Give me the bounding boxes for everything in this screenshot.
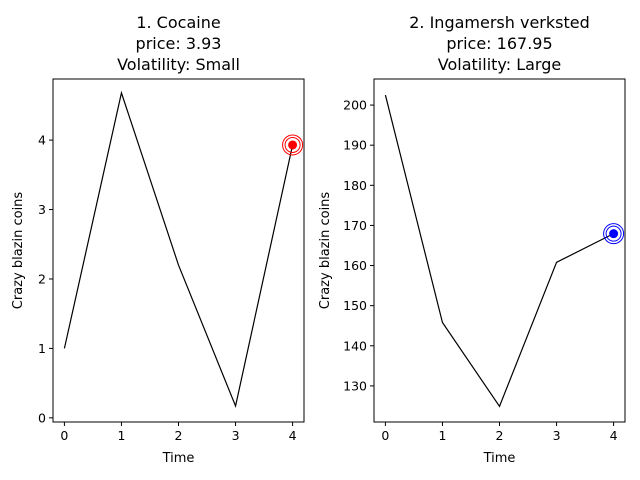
x-tick-label: 1 [438,428,446,443]
y-axis-label: Crazy blazin coins [318,192,333,310]
chart-title-line: price: 167.95 [446,34,552,53]
current-price-marker-dot [288,140,298,150]
subplot-2: 2. Ingamersh verksted price: 167.95 Volati… [318,13,626,466]
axes-frame [373,78,626,423]
y-tick-label: 1 [38,341,46,356]
y-tick-label: 130 [343,378,367,393]
y-tick-label: 150 [343,298,367,313]
y-tick-label: 190 [343,138,367,153]
current-price-marker-ring-outer [282,134,304,156]
y-tick-label: 3 [38,202,46,217]
x-tick-label: 2 [496,428,504,443]
y-tick-label: 2 [38,271,46,286]
y-tick-label: 200 [343,98,367,113]
y-axis-label: Crazy blazin coins [11,192,26,310]
x-axis-label: Time [483,451,516,466]
x-tick-label: 3 [553,428,561,443]
chart-title-line: 2. Ingamersh verksted [409,13,590,32]
x-tick-label: 3 [232,428,240,443]
x-tick-label: 2 [175,428,183,443]
chart-title-line: Volatility: Small [117,55,240,74]
subplot-1: 1. Cocaine price: 3.93 Volatility: Small 0 1… [11,13,305,466]
y-tick-label: 160 [343,258,367,273]
y-tick-label: 140 [343,338,367,353]
current-price-marker-dot [609,229,619,239]
chart-title-line: price: 3.93 [136,34,222,53]
chart-title-line: 1. Cocaine [136,13,220,32]
x-axis-label: Time [162,451,195,466]
x-tick-label: 4 [289,428,297,443]
axes-frame [52,78,305,423]
chart-title-line: Volatility: Large [438,55,561,74]
x-tick-label: 0 [60,428,68,443]
x-tick-label: 4 [610,428,618,443]
current-price-marker-ring-inner [605,225,622,242]
y-tick-label: 180 [343,178,367,193]
y-tick-label: 4 [38,133,46,148]
y-tick-label: 0 [38,410,46,425]
price-line [384,94,614,408]
price-line [63,90,294,409]
current-price-marker-ring-outer [603,223,625,245]
x-tick-label: 1 [117,428,125,443]
y-tick-label: 170 [343,218,367,233]
x-tick-label: 0 [381,428,389,443]
current-price-marker-ring-inner [284,136,301,153]
